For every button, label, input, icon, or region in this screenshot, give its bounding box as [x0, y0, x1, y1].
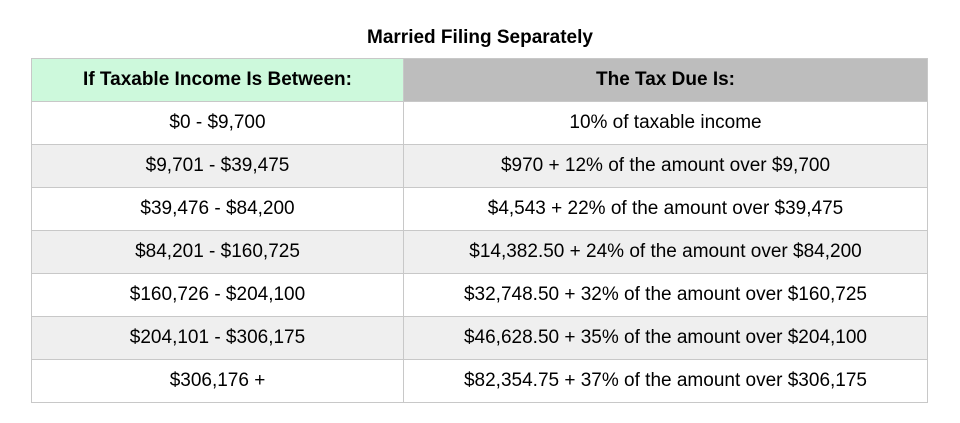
- income-range-cell: $160,726 - $204,100: [31, 273, 404, 317]
- table-row: $0 - $9,700 10% of taxable income: [31, 101, 928, 145]
- income-range-cell: $0 - $9,700: [31, 101, 404, 145]
- table-row: $9,701 - $39,475 $970 + 12% of the amoun…: [31, 144, 928, 188]
- tax-due-cell: $4,543 + 22% of the amount over $39,475: [403, 187, 928, 231]
- table-row: $160,726 - $204,100 $32,748.50 + 32% of …: [31, 273, 928, 317]
- table-header-row: If Taxable Income Is Between: The Tax Du…: [31, 58, 928, 102]
- table-row: $39,476 - $84,200 $4,543 + 22% of the am…: [31, 187, 928, 231]
- tax-due-cell: $32,748.50 + 32% of the amount over $160…: [403, 273, 928, 317]
- tax-due-cell: 10% of taxable income: [403, 101, 928, 145]
- income-range-cell: $306,176 +: [31, 359, 404, 403]
- header-income-range: If Taxable Income Is Between:: [31, 58, 404, 102]
- income-range-cell: $39,476 - $84,200: [31, 187, 404, 231]
- tax-due-cell: $82,354.75 + 37% of the amount over $306…: [403, 359, 928, 403]
- table-row: $84,201 - $160,725 $14,382.50 + 24% of t…: [31, 230, 928, 274]
- header-tax-due: The Tax Due Is:: [403, 58, 928, 102]
- tax-due-cell: $970 + 12% of the amount over $9,700: [403, 144, 928, 188]
- table-row: $306,176 + $82,354.75 + 37% of the amoun…: [31, 359, 928, 403]
- tax-due-cell: $46,628.50 + 35% of the amount over $204…: [403, 316, 928, 360]
- table-row: $204,101 - $306,175 $46,628.50 + 35% of …: [31, 316, 928, 360]
- income-range-cell: $204,101 - $306,175: [31, 316, 404, 360]
- table-title: Married Filing Separately: [367, 27, 593, 48]
- income-range-cell: $84,201 - $160,725: [31, 230, 404, 274]
- tax-bracket-table: If Taxable Income Is Between: The Tax Du…: [31, 58, 928, 403]
- tax-due-cell: $14,382.50 + 24% of the amount over $84,…: [403, 230, 928, 274]
- income-range-cell: $9,701 - $39,475: [31, 144, 404, 188]
